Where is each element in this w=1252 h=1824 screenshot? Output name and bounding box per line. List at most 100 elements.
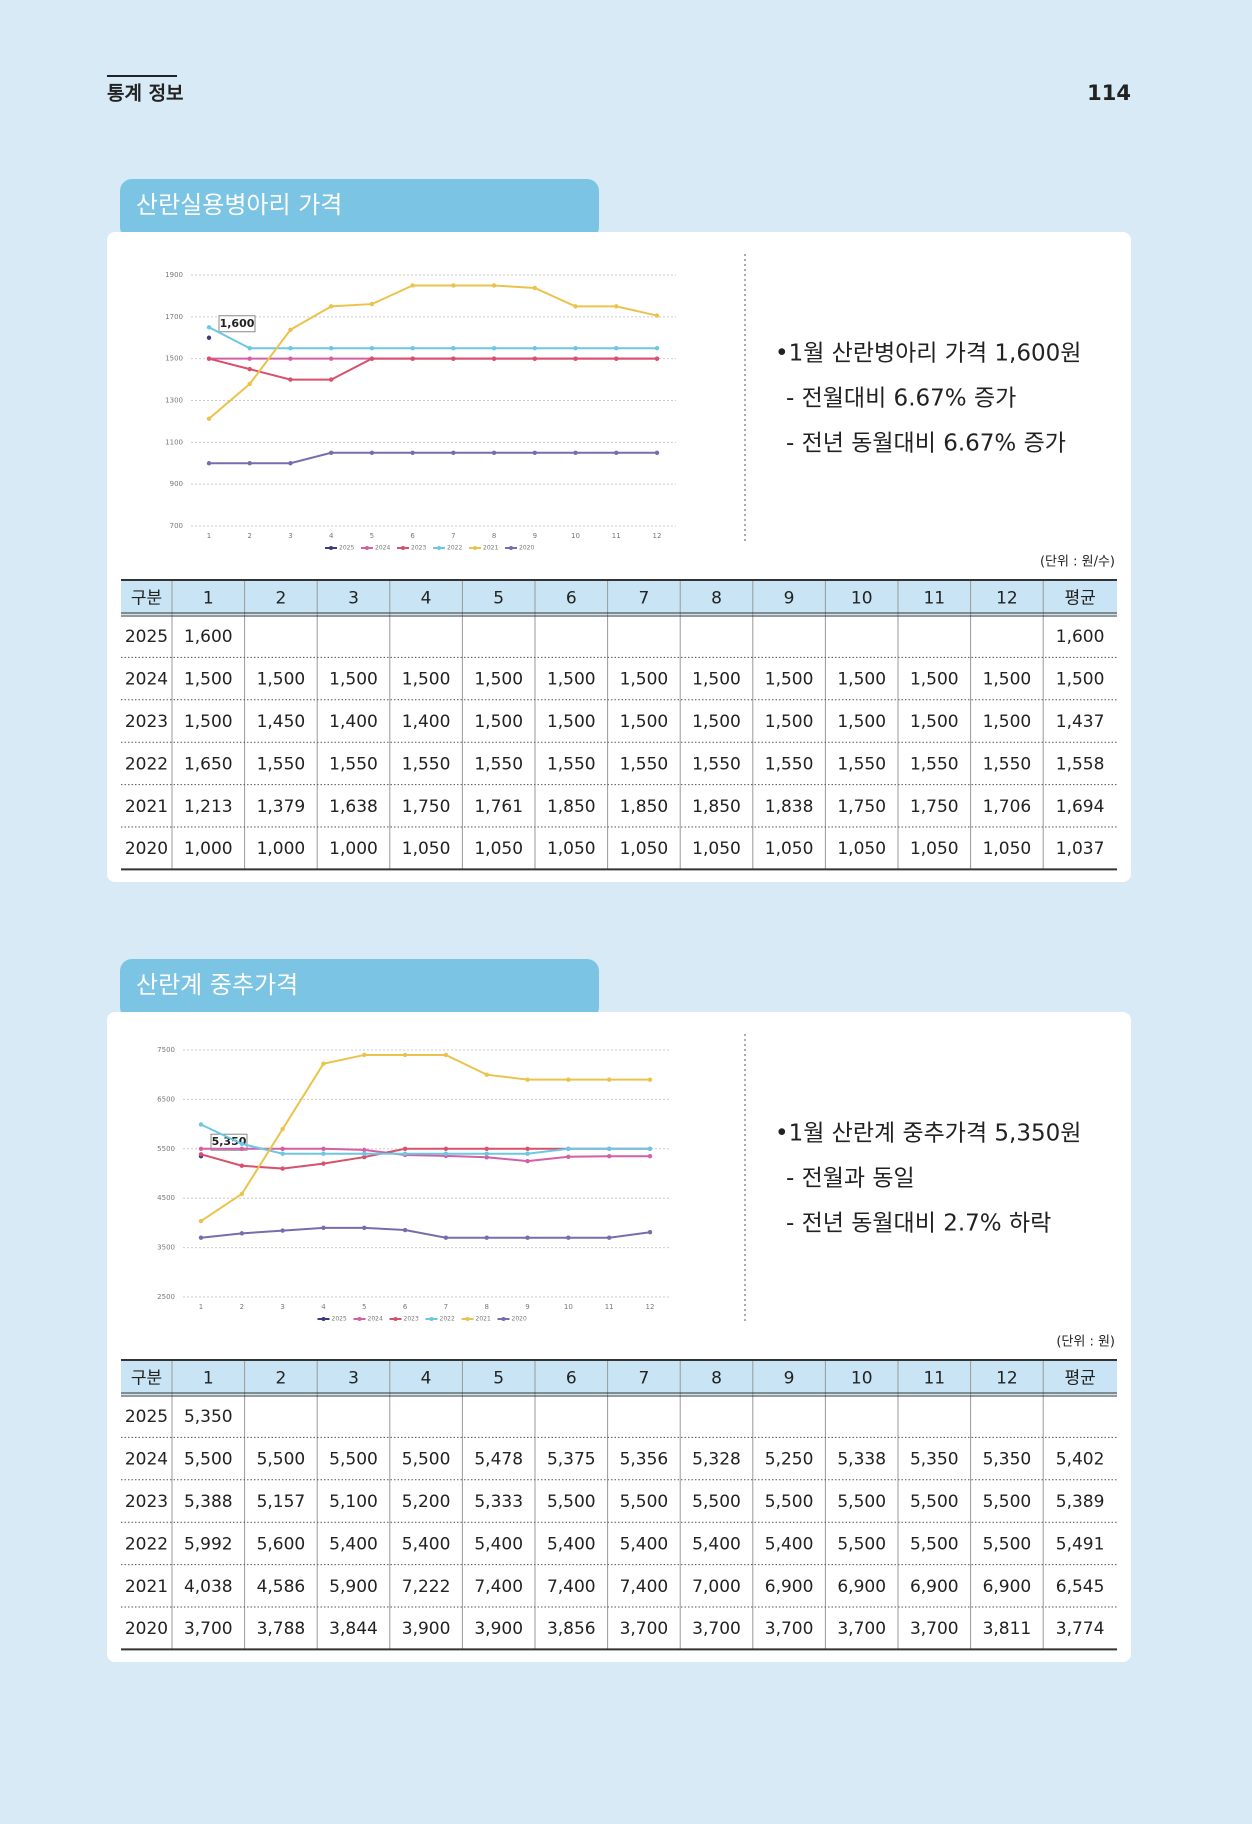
- point: [410, 283, 415, 288]
- point: [280, 1151, 285, 1156]
- table-cell: 2020: [125, 1619, 168, 1639]
- table-cell: 5,500: [184, 1450, 233, 1470]
- note: - 전년 동월대비 2.7% 하락: [786, 1211, 1051, 1237]
- point: [247, 346, 252, 351]
- unit: (단위 : 원/수): [1040, 555, 1115, 570]
- table-cell: 1,550: [983, 754, 1032, 774]
- table-cell: 5,400: [547, 1534, 596, 1554]
- table-cell: 1,838: [765, 797, 814, 817]
- y-tick-label: 1300: [165, 397, 183, 405]
- point: [362, 1154, 367, 1160]
- card: [107, 232, 1131, 882]
- column-header: 7: [638, 1369, 649, 1389]
- table-cell: 3,788: [257, 1619, 306, 1639]
- legend-dot: [401, 546, 405, 550]
- table-cell: 1,694: [1056, 797, 1105, 817]
- table-cell: 1,050: [910, 839, 959, 859]
- column-header: 11: [923, 589, 945, 609]
- point: [239, 1191, 245, 1197]
- point: [484, 1146, 489, 1152]
- column-header: 8: [711, 1369, 722, 1389]
- table-cell: 2024: [125, 1450, 168, 1470]
- series-line: [209, 451, 657, 465]
- series-line: [200, 1123, 650, 1155]
- point: [198, 1235, 204, 1240]
- table-cell: 4,586: [257, 1577, 306, 1597]
- column-header: 10: [851, 1369, 873, 1389]
- x-tick-label: 8: [492, 532, 496, 540]
- point: [328, 304, 334, 309]
- point: [288, 461, 293, 466]
- table-cell: 1,050: [837, 839, 886, 859]
- point: [614, 346, 619, 351]
- tab: [120, 959, 599, 1019]
- point: [288, 346, 293, 351]
- table-cell: 1,750: [402, 797, 451, 817]
- table-cell: 1,400: [402, 712, 451, 732]
- table-cell: 1,500: [765, 670, 814, 690]
- legend-dot: [509, 546, 513, 550]
- point: [532, 356, 538, 361]
- column-header: 3: [348, 1369, 359, 1389]
- point: [280, 1228, 285, 1233]
- point: [328, 346, 334, 351]
- point: [206, 335, 212, 340]
- x-tick-label: 7: [451, 532, 455, 540]
- x-tick-label: 2: [247, 532, 251, 540]
- table-cell: 3,844: [329, 1619, 378, 1639]
- point: [328, 356, 334, 361]
- legend-label: 2024: [375, 545, 390, 552]
- point: [288, 356, 293, 361]
- table-cell: 1,550: [692, 754, 741, 774]
- table-cell: 5,250: [765, 1450, 814, 1470]
- table-cell: 5,500: [910, 1492, 959, 1512]
- table-cell: 3,900: [474, 1619, 523, 1639]
- table-cell: 1,761: [474, 797, 523, 817]
- point: [451, 346, 456, 351]
- point: [239, 1146, 245, 1152]
- table-cell: 1,600: [184, 627, 233, 647]
- point: [566, 1077, 571, 1082]
- table-cell: 5,600: [257, 1534, 306, 1554]
- point: [491, 356, 497, 361]
- point: [573, 304, 578, 309]
- point: [362, 1225, 367, 1231]
- table-cell: 5,500: [837, 1492, 886, 1512]
- column-header: 12: [996, 589, 1018, 609]
- table-cell: 1,550: [402, 754, 451, 774]
- x-tick-label: 5: [370, 532, 374, 540]
- y-tick-label: 4500: [157, 1194, 175, 1202]
- table-cell: 1,050: [983, 839, 1032, 859]
- value-label: 1,600: [220, 317, 255, 330]
- table-cell: 5,500: [837, 1534, 886, 1554]
- table-cell: 1,500: [329, 670, 378, 690]
- table-cell: 5,500: [547, 1492, 596, 1512]
- table-cell: 5,992: [184, 1534, 233, 1554]
- column-header: 4: [421, 1369, 432, 1389]
- point: [525, 1158, 530, 1164]
- table-header-bg: [121, 1360, 1117, 1395]
- point: [654, 346, 660, 351]
- legend-label: 2024: [368, 1316, 383, 1323]
- point: [362, 1147, 367, 1153]
- table-cell: 1,850: [692, 797, 741, 817]
- x-tick-label: 3: [288, 532, 292, 540]
- table-cell: 1,750: [910, 797, 959, 817]
- point: [566, 1154, 571, 1160]
- column-header: 9: [784, 1369, 795, 1389]
- point: [402, 1052, 408, 1058]
- table-cell: 1,500: [257, 670, 306, 690]
- point: [614, 304, 619, 309]
- point: [654, 356, 660, 361]
- point: [614, 450, 619, 455]
- table-cell: 5,400: [402, 1534, 451, 1554]
- table-cell: 5,500: [329, 1450, 378, 1470]
- point: [321, 1225, 326, 1231]
- legend-dot: [429, 1317, 434, 1321]
- note: - 전월대비 6.67% 증가: [786, 386, 1016, 412]
- point: [288, 327, 293, 333]
- point: [443, 1146, 449, 1152]
- table-cell: 1,500: [910, 670, 959, 690]
- table-cell: 1,450: [257, 712, 306, 732]
- table-cell: 5,338: [837, 1450, 886, 1470]
